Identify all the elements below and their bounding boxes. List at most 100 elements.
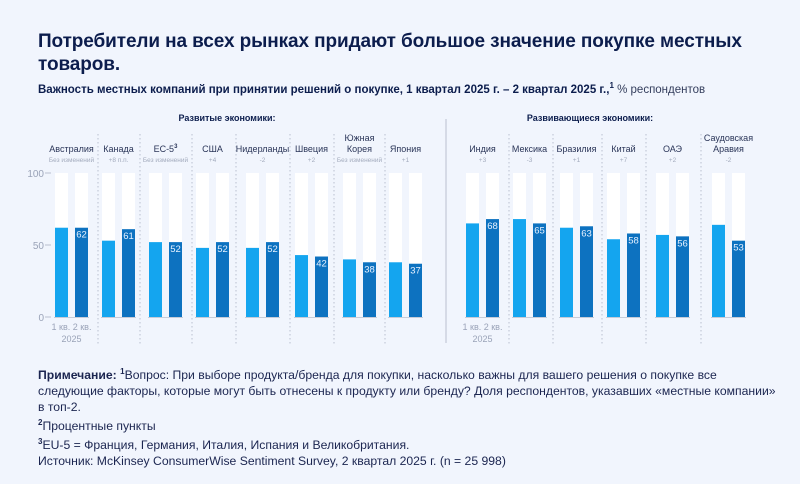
chart-subtitle: Важность местных компаний при принятии р… <box>38 81 705 96</box>
bar-value-label: 37 <box>410 266 421 277</box>
category-label: Бразилия <box>556 144 596 154</box>
footnote-2: 2Процентные пункты <box>38 415 778 434</box>
bar-q1 <box>295 255 308 317</box>
category-change: +4 <box>209 157 217 164</box>
category-label: Индия <box>469 144 496 154</box>
category-change: -3 <box>527 157 533 164</box>
period-legend-year: 2025 <box>61 334 81 344</box>
y-tick-label: 100 <box>27 169 44 180</box>
bar-q1 <box>466 223 479 317</box>
bar-value-label: 58 <box>628 235 639 246</box>
bar-q1 <box>389 262 402 317</box>
category-change: +1 <box>573 157 581 164</box>
category-label: Южная <box>345 133 375 143</box>
category-label-sup: 3 <box>174 144 178 150</box>
period-legend: 1 кв. 2 кв. <box>463 322 503 332</box>
category-label: Саудовская <box>704 133 753 143</box>
category-change: Без изменений <box>143 156 189 164</box>
category-change: -2 <box>726 157 732 164</box>
bar-q2 <box>676 236 689 317</box>
bar-q1 <box>607 239 620 317</box>
bar-value-label: 65 <box>534 225 545 236</box>
bar-value-label: 62 <box>76 230 87 241</box>
bar-q1 <box>343 259 356 317</box>
bar-q2 <box>75 227 88 317</box>
category-label: Швеция <box>295 144 328 154</box>
category-change: -2 <box>260 157 266 164</box>
bar-q1 <box>513 219 526 317</box>
bar-value-label: 38 <box>364 264 375 275</box>
bar-value-label: 52 <box>267 244 278 255</box>
category-change: Без изменений <box>337 156 383 164</box>
bar-q1 <box>712 224 725 317</box>
bar-value-label: 42 <box>316 259 327 270</box>
bar-q2 <box>409 263 422 317</box>
bar-value-label: 52 <box>170 244 181 255</box>
bar-q2 <box>315 256 328 317</box>
category-change: Без изменений <box>49 156 95 164</box>
bar-chart: 0 50 100 Развитые экономики: Австралия Без из… <box>27 113 753 345</box>
category-label: Корея <box>347 144 372 154</box>
category-label: Китай <box>611 144 635 154</box>
bar-value-label: 61 <box>123 231 134 242</box>
bar-q2 <box>533 223 546 317</box>
bar-q2 <box>486 219 499 317</box>
subtitle-footnote-ref: 1 <box>609 81 614 90</box>
category-change: +7 <box>620 157 628 164</box>
category-label: ЕС-53 <box>154 144 179 154</box>
bar-q2 <box>732 240 745 317</box>
bar-q2 <box>580 226 593 317</box>
footnote-1: Примечание: 1Вопрос: При выборе продукта… <box>38 364 778 415</box>
source-line: Источник: McKinsey ConsumerWise Sentimen… <box>38 454 506 469</box>
bar-q2 <box>266 242 279 317</box>
footnote-2-ref: 2 <box>38 418 43 428</box>
bar-value-label: 68 <box>487 221 498 232</box>
bar-q1 <box>560 227 573 317</box>
bar-q2 <box>363 262 376 317</box>
subtitle-unit: % респондентов <box>613 83 706 96</box>
footnote-1-text: Вопрос: При выборе продукта/бренда для п… <box>38 368 776 415</box>
footnote-3-text: EU-5 = Франция, Германия, Италия, Испани… <box>42 438 410 453</box>
footnotes: Примечание: 1Вопрос: При выборе продукта… <box>38 364 778 469</box>
bar-q2 <box>627 233 640 317</box>
category-change: +1 <box>402 157 410 164</box>
category-change: +3 <box>479 157 487 164</box>
footnote-2-text: Процентные пункты <box>42 419 156 434</box>
category-label: Япония <box>390 144 421 154</box>
bar-value-label: 63 <box>581 228 592 239</box>
page-title: Потребители на всех рынках придают больш… <box>38 31 742 75</box>
bar-q1 <box>656 234 669 317</box>
group-title: Развитые экономики: <box>178 113 275 123</box>
bar-q1 <box>102 240 115 317</box>
bar-q1 <box>246 247 259 317</box>
bar-q1 <box>196 247 209 317</box>
category-label: ОАЭ <box>663 144 683 154</box>
category-change: +8 п.п. <box>109 157 129 164</box>
note-label: Примечание: <box>38 368 117 383</box>
y-tick-label: 0 <box>38 313 44 324</box>
category-label: Австралия <box>49 144 94 154</box>
group-title: Развивающиеся экономики: <box>527 113 653 123</box>
category-label: Аравия <box>713 144 744 154</box>
subtitle-main: Важность местных компаний при принятии р… <box>38 83 610 96</box>
footnote-1-ref: 1 <box>120 367 125 376</box>
y-tick-label: 50 <box>33 241 45 252</box>
bar-q2 <box>169 242 182 317</box>
period-legend-year: 2025 <box>472 334 492 344</box>
category-change: +2 <box>308 157 316 164</box>
category-label: Канада <box>103 144 133 154</box>
bar-value-label: 52 <box>217 244 228 255</box>
category-label: Нидерланды <box>236 144 289 154</box>
bar-value-label: 56 <box>677 238 688 249</box>
period-legend: 1 кв. 2 кв. <box>52 322 92 332</box>
bar-q1 <box>55 227 68 317</box>
bar-q1 <box>149 242 162 317</box>
category-label: США <box>202 144 223 154</box>
bar-value-label: 53 <box>733 243 744 254</box>
category-label: Мексика <box>512 144 547 154</box>
footnote-3-ref: 3 <box>38 437 43 447</box>
bar-q2 <box>122 229 135 317</box>
bar-q2 <box>216 242 229 317</box>
footnote-3: 3EU-5 = Франция, Германия, Италия, Испан… <box>38 434 778 453</box>
category-change: +2 <box>669 157 677 164</box>
